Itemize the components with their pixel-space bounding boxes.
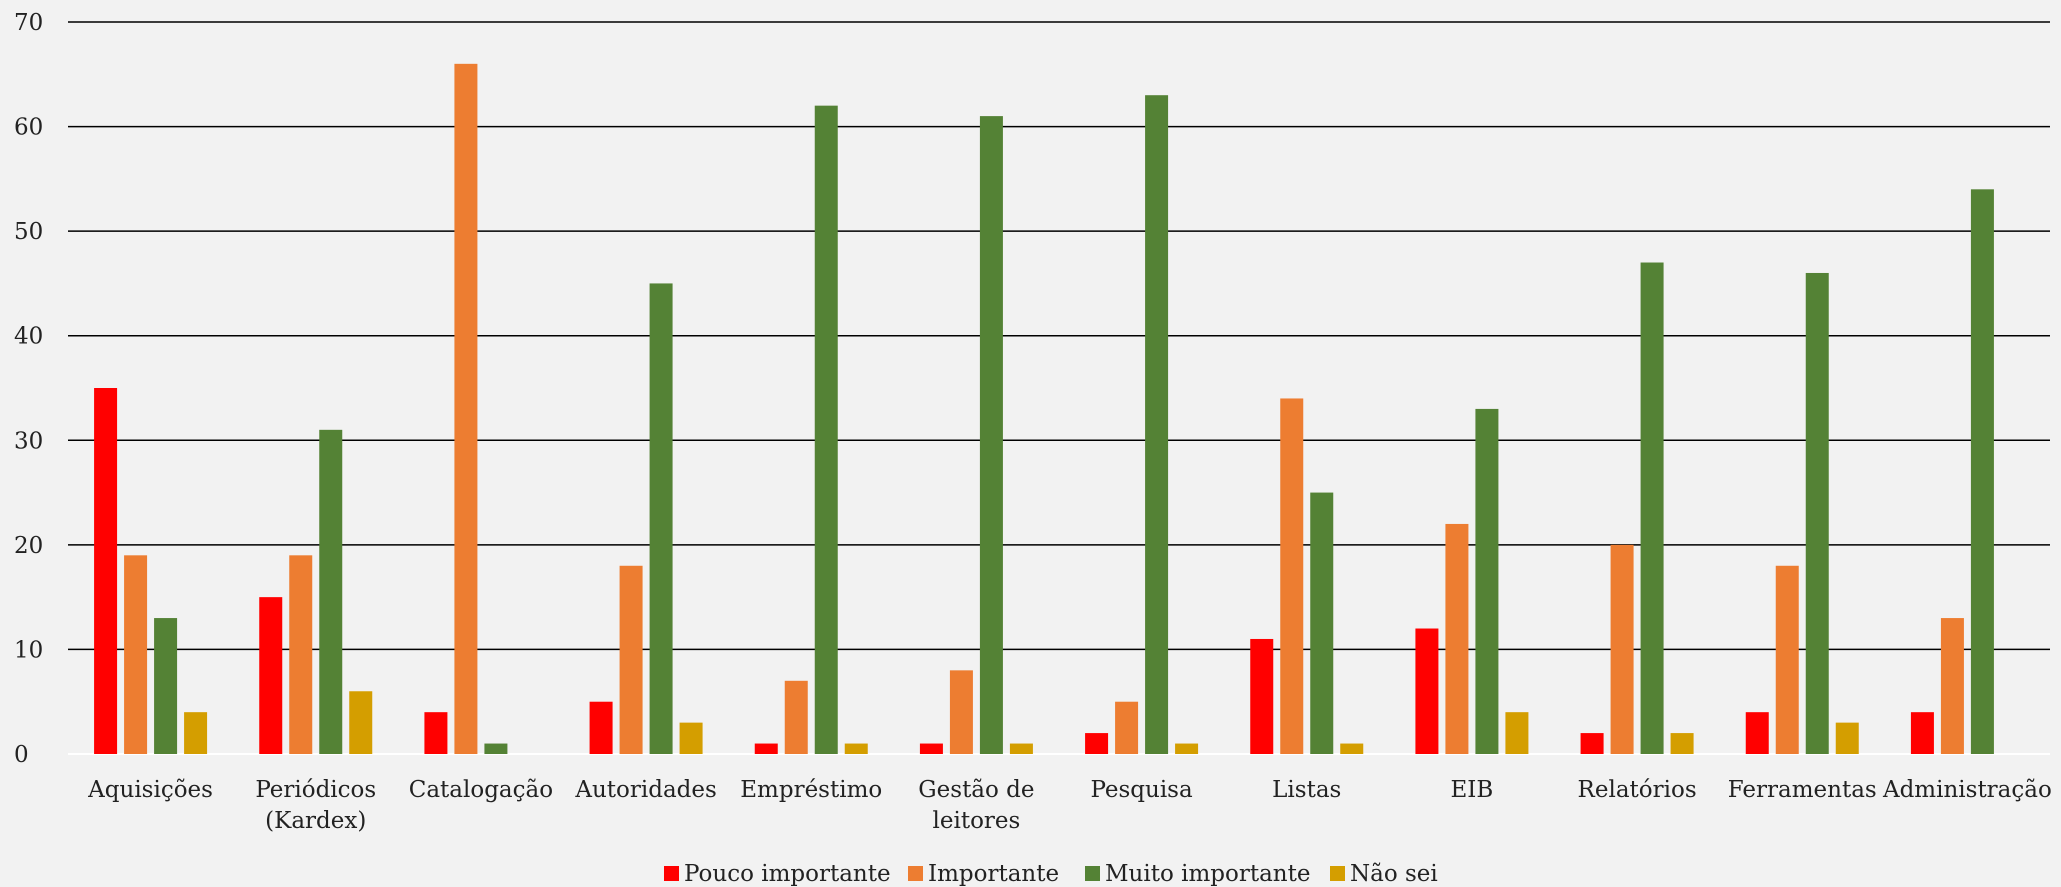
legend-item[interactable]: Não sei [1330, 861, 1438, 887]
x-category-label: Periódicos [255, 777, 376, 803]
bar-importante [124, 555, 148, 754]
bar-muito-importante [1145, 95, 1169, 754]
bar-muito-importante [814, 105, 838, 754]
legend-swatch [1330, 866, 1345, 881]
x-category-label: Catalogação [409, 777, 553, 803]
y-tick-label: 0 [14, 742, 29, 768]
legend-swatch [1085, 866, 1100, 881]
bar-muito-importante [484, 743, 508, 754]
x-category-label: EIB [1451, 777, 1494, 803]
x-axis-categories: Aquisições Periódicos (Kardex) Catalogação A… [87, 777, 2052, 834]
y-tick-label: 40 [14, 324, 43, 350]
x-category-label: Ferramentas [1728, 777, 1877, 803]
bar-nao-sei [679, 722, 703, 754]
bar-pouco-importante [1580, 733, 1604, 754]
bar-importante [1280, 398, 1304, 754]
bar-muito-importante [1475, 408, 1499, 754]
bar-muito-importante [1640, 262, 1664, 754]
bar-muito-importante [1310, 492, 1334, 754]
bars [94, 63, 1994, 755]
y-tick-label: 50 [14, 219, 43, 245]
bar-nao-sei [844, 743, 868, 754]
y-tick-label: 30 [14, 428, 43, 454]
bar-pouco-importante [589, 701, 613, 754]
bar-muito-importante [1970, 189, 1994, 755]
bar-importante [1610, 544, 1634, 754]
bar-importante [1775, 565, 1799, 754]
bar-importante [1940, 618, 1964, 754]
legend-label: Muito importante [1105, 861, 1310, 887]
bar-muito-importante [979, 116, 1003, 755]
bar-importante [784, 680, 808, 754]
bar-muito-importante [154, 618, 178, 754]
bar-nao-sei [1505, 712, 1529, 754]
legend-label: Não sei [1350, 861, 1438, 887]
y-tick-label: 20 [14, 533, 43, 559]
bar-pouco-importante [94, 388, 118, 754]
bar-pouco-importante [1250, 638, 1274, 754]
x-category-label: Autoridades [574, 777, 716, 803]
legend-item[interactable]: Importante [908, 861, 1059, 887]
y-tick-label: 10 [14, 637, 43, 663]
legend[interactable]: Pouco importante Importante Muito importan… [664, 861, 1438, 887]
bar-nao-sei [1009, 743, 1033, 754]
legend-item[interactable]: Pouco importante [664, 861, 891, 887]
bar-nao-sei [1340, 743, 1364, 754]
x-category-label: Administração [1882, 777, 2052, 803]
y-tick-label: 70 [14, 10, 43, 36]
bar-importante [949, 670, 973, 754]
bar-pouco-importante [1745, 712, 1769, 754]
bar-pouco-importante [1085, 733, 1109, 754]
bar-importante [1445, 523, 1469, 754]
bar-importante [289, 555, 313, 754]
legend-swatch [908, 866, 923, 881]
bar-pouco-importante [259, 597, 283, 754]
bar-pouco-importante [424, 712, 448, 754]
bar-muito-importante [1805, 272, 1829, 754]
bar-pouco-importante [754, 743, 778, 754]
y-axis-ticks: 0 10 20 30 40 50 60 70 [14, 10, 43, 768]
x-category-label: Gestão de [918, 777, 1034, 803]
bar-muito-importante [319, 429, 343, 754]
x-category-label: Empréstimo [740, 777, 882, 803]
y-tick-label: 60 [14, 115, 43, 141]
x-category-label: Listas [1272, 777, 1341, 803]
legend-item[interactable]: Muito importante [1085, 861, 1310, 887]
bar-nao-sei [1835, 722, 1859, 754]
x-category-label: Relatórios [1578, 777, 1697, 803]
bar-nao-sei [1670, 733, 1694, 754]
bar-pouco-importante [1910, 712, 1934, 754]
legend-label: Pouco importante [684, 861, 891, 887]
bar-nao-sei [184, 712, 208, 754]
x-category-label: Aquisições [87, 777, 213, 803]
x-category-label: Pesquisa [1090, 777, 1193, 803]
bar-importante [454, 63, 478, 755]
bar-pouco-importante [919, 743, 943, 754]
bar-importante [1115, 701, 1139, 754]
legend-label: Importante [928, 861, 1059, 887]
legend-swatch [664, 866, 679, 881]
bar-nao-sei [349, 691, 373, 754]
bar-nao-sei [1175, 743, 1199, 754]
gridlines [68, 21, 2050, 755]
bar-muito-importante [649, 283, 673, 754]
x-category-label: leitores [933, 808, 1021, 834]
x-category-label: (Kardex) [265, 808, 366, 834]
bar-importante [619, 565, 643, 754]
bar-pouco-importante [1415, 628, 1439, 754]
